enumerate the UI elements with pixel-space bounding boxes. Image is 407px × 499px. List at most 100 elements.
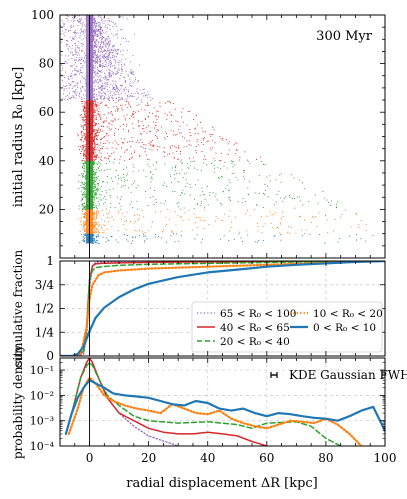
scatter-point	[101, 47, 103, 49]
scatter-point	[114, 207, 116, 209]
scatter-point	[125, 150, 127, 152]
scatter-point	[271, 214, 273, 216]
scatter-point	[120, 147, 123, 149]
scatter-point	[126, 148, 128, 151]
scatter-point	[94, 218, 96, 220]
scatter-point	[209, 133, 211, 135]
scatter-point	[107, 72, 109, 74]
x-tick-label: 100	[374, 451, 397, 465]
scatter-y-label: initial radius R₀ [kpc]	[11, 67, 26, 208]
scatter-point	[169, 174, 171, 176]
scatter-point	[119, 43, 122, 45]
scatter-point	[101, 209, 103, 211]
scatter-point	[112, 54, 114, 57]
scatter-point	[301, 182, 304, 184]
scatter-point	[96, 154, 98, 156]
scatter-point	[93, 214, 95, 216]
scatter-point	[93, 186, 95, 188]
scatter-point	[100, 169, 102, 171]
scatter-point	[74, 91, 76, 93]
scatter-point	[75, 51, 77, 53]
scatter-point	[97, 212, 99, 215]
scatter-point	[337, 241, 339, 243]
scatter-point	[130, 221, 132, 223]
scatter-point	[228, 141, 230, 143]
scatter-point	[84, 112, 86, 114]
scatter-point	[95, 44, 97, 46]
scatter-point	[232, 166, 234, 168]
scatter-point	[83, 154, 85, 156]
scatter-point	[120, 93, 122, 95]
scatter-point	[108, 99, 110, 101]
scatter-point	[98, 131, 100, 134]
scatter-point	[112, 87, 114, 89]
scatter-point	[197, 133, 199, 135]
scatter-point	[135, 77, 137, 79]
scatter-point	[102, 47, 104, 49]
scatter-point	[84, 148, 87, 150]
scatter-point	[83, 24, 86, 26]
scatter-point	[142, 95, 144, 97]
scatter-point	[102, 51, 104, 54]
scatter-point	[134, 236, 137, 238]
scatter-point	[165, 131, 167, 133]
scatter-point	[358, 227, 360, 229]
scatter-point	[81, 125, 83, 127]
scatter-point	[100, 96, 102, 98]
scatter-point	[247, 234, 249, 236]
scatter-point	[231, 160, 233, 163]
scatter-point	[178, 145, 180, 147]
scatter-point	[113, 45, 115, 47]
scatter-point	[79, 37, 81, 39]
scatter-point	[97, 29, 99, 31]
scatter-point	[105, 132, 108, 134]
scatter-point	[120, 156, 122, 158]
scatter-point	[93, 89, 95, 91]
scatter-point	[117, 175, 119, 177]
scatter-point	[118, 90, 120, 92]
scatter-point	[109, 217, 111, 219]
scatter-point	[93, 110, 95, 112]
scatter-point	[97, 187, 99, 189]
scatter-point	[93, 31, 95, 33]
scatter-point	[166, 223, 168, 225]
scatter-point	[126, 211, 128, 213]
scatter-point	[100, 138, 102, 140]
scatter-point	[94, 134, 96, 136]
scatter-point	[99, 71, 102, 73]
scatter-point	[143, 234, 145, 236]
scatter-point	[115, 33, 117, 36]
scatter-point	[161, 231, 164, 233]
scatter-point	[112, 95, 114, 97]
scatter-point	[73, 31, 75, 33]
scatter-point	[81, 118, 84, 120]
scatter-point	[82, 172, 84, 174]
scatter-point	[181, 163, 183, 165]
scatter-point	[239, 231, 241, 233]
scatter-point	[97, 21, 99, 23]
scatter-point	[173, 130, 175, 132]
scatter-point	[130, 92, 133, 94]
scatter-point	[242, 198, 244, 200]
scatter-point	[93, 203, 95, 205]
scatter-point	[100, 62, 102, 64]
scatter-point	[125, 38, 127, 40]
scatter-point	[40, 90, 41, 91]
scatter-point	[76, 82, 78, 84]
scatter-point	[116, 33, 119, 35]
cumulative-y-tick-label: 0	[46, 349, 54, 363]
scatter-point	[202, 143, 204, 146]
scatter-point	[110, 95, 112, 97]
scatter-point	[119, 159, 121, 161]
scatter-point	[143, 143, 145, 146]
scatter-point	[108, 239, 110, 241]
scatter-point	[108, 37, 110, 39]
scatter-point	[83, 221, 85, 223]
scatter-point	[74, 54, 76, 56]
scatter-point	[84, 162, 87, 164]
scatter-point	[83, 193, 85, 195]
scatter-point	[84, 190, 86, 192]
scatter-point	[108, 68, 110, 70]
scatter-point	[108, 58, 110, 60]
scatter-point	[249, 180, 251, 182]
